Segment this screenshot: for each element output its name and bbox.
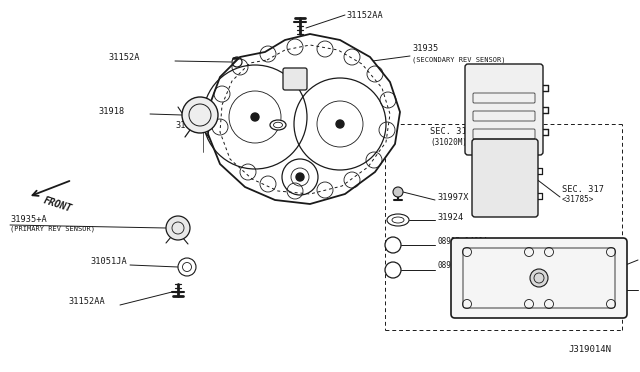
Ellipse shape [387,214,409,226]
Circle shape [393,187,403,197]
Text: FRONT: FRONT [42,196,74,214]
Text: (1): (1) [452,272,466,280]
Circle shape [336,120,344,128]
Text: 08915-1401A: 08915-1401A [437,237,488,246]
Text: 31918: 31918 [98,106,124,115]
Text: 31051J: 31051J [175,121,207,129]
Text: N: N [390,267,396,273]
Text: (31020M): (31020M) [430,138,467,147]
Text: J319014N: J319014N [568,346,611,355]
FancyBboxPatch shape [283,68,307,90]
Text: <31785>: <31785> [562,196,595,205]
Circle shape [530,269,548,287]
Text: 31152AA: 31152AA [68,298,105,307]
Circle shape [178,258,196,276]
Text: V: V [390,242,396,248]
FancyBboxPatch shape [451,238,627,318]
Text: SEC. 317: SEC. 317 [562,186,604,195]
Circle shape [296,173,304,181]
Text: SEC. 311: SEC. 311 [540,250,582,259]
Text: SEC. 311: SEC. 311 [540,279,582,289]
Text: (31397): (31397) [540,260,572,269]
Polygon shape [208,34,400,204]
Circle shape [385,237,401,253]
Text: 31997X: 31997X [437,192,468,202]
Ellipse shape [270,120,286,130]
Text: 31935+A: 31935+A [10,215,47,224]
Text: SEC. 310: SEC. 310 [430,128,472,137]
Text: 31051JA: 31051JA [90,257,127,266]
Circle shape [385,262,401,278]
Text: (31390): (31390) [540,289,572,298]
Text: (SECONDARY REV SENSOR): (SECONDARY REV SENSOR) [412,57,506,63]
Circle shape [166,216,190,240]
Text: 08911-2401A: 08911-2401A [437,262,488,270]
FancyBboxPatch shape [472,139,538,217]
Text: 31152AA: 31152AA [346,10,383,19]
Circle shape [182,97,218,133]
Text: 31935: 31935 [412,44,438,53]
Text: 31152A: 31152A [108,54,140,62]
Text: 31924: 31924 [437,212,463,221]
Text: (1): (1) [452,247,466,256]
Circle shape [251,113,259,121]
FancyBboxPatch shape [465,64,543,155]
Text: (PRIMARY REV SENSOR): (PRIMARY REV SENSOR) [10,226,95,232]
